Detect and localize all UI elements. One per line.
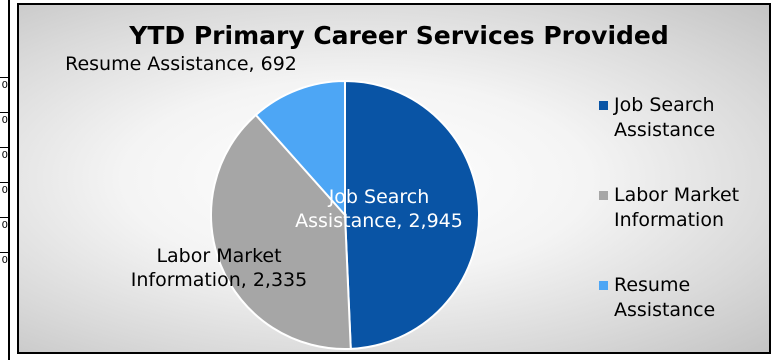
slice-labor-market-information [210,113,352,350]
legend-label: Labor Market Information [614,183,774,233]
left-strip-digit: 0 [1,221,8,231]
legend-label-line: Labor Market [614,184,740,206]
legend-swatch [599,281,608,290]
left-strip-rule [0,252,8,253]
left-strip-digit: 0 [1,186,8,196]
data-label-job-search-assistance: Job Search Assistance, 2,945 [259,185,499,233]
left-strip-digit: 0 [1,81,8,91]
left-strip-border [8,0,10,360]
left-strip-rule [0,217,8,218]
left-strip-rule [0,182,8,183]
slice-job-search-assistance [344,79,480,350]
data-label-line: Job Search [328,186,430,208]
data-label-line: Assistance, 2,945 [295,210,463,232]
pie-chart [210,79,480,350]
legend-label-line: Information [614,209,724,231]
data-label-resume-assistance: Resume Assistance, 692 [61,52,301,76]
left-strip-rule [0,112,8,113]
legend-label-line: Resume [614,274,691,296]
legend-label-line: Job Search [614,94,715,116]
data-label-line: Labor Market [156,245,282,267]
legend-label-line: Assistance [614,119,716,141]
left-strip-rule [0,77,8,78]
legend-label: Resume Assistance [614,273,774,323]
left-strip-digit: 0 [1,151,8,161]
left-strip-digit: 0 [1,256,8,266]
left-strip-rule [0,147,8,148]
left-axis-strip: 0 0 0 0 0 0 [0,0,10,360]
legend-label: Job Search Assistance [614,93,774,143]
legend-swatch [599,101,608,110]
legend-swatch [599,191,608,200]
data-label-line: Information, 2,335 [130,269,308,291]
data-label-line: Resume Assistance, 692 [65,53,297,75]
legend-label-line: Assistance [614,299,716,321]
chart-frame: YTD Primary Career Services Provided Job… [17,3,771,354]
chart-title: YTD Primary Career Services Provided [129,21,669,50]
left-strip-digit: 0 [1,116,8,126]
slice-resume-assistance [254,79,346,218]
data-label-labor-market-information: Labor Market Information, 2,335 [99,244,339,292]
